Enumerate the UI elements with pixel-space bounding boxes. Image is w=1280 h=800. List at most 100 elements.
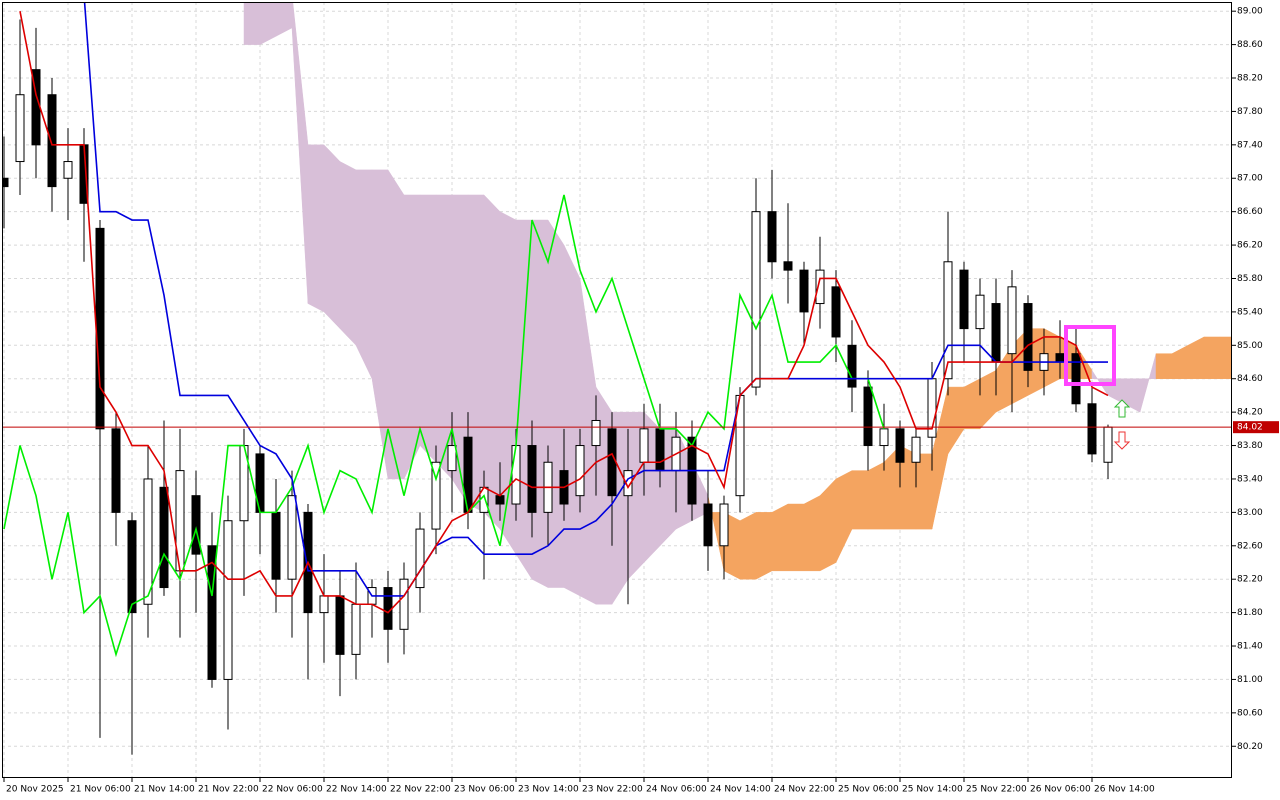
candle-body	[799, 269, 809, 313]
candle-body	[63, 161, 73, 179]
y-tick-label: 81.40	[1237, 642, 1263, 652]
candle-body	[879, 428, 889, 447]
candle-body	[431, 461, 441, 530]
candle-body	[655, 428, 665, 472]
candle-body	[815, 269, 825, 305]
candle-body	[767, 211, 777, 263]
candle-body	[95, 227, 105, 430]
y-tick-label: 85.40	[1237, 307, 1263, 317]
y-tick-label: 83.00	[1237, 508, 1263, 518]
cloud-segment	[1219, 336, 1232, 379]
x-tick-label: 21 Nov 06:00	[70, 785, 131, 795]
cloud-segment	[323, 144, 341, 330]
candle-body	[15, 94, 25, 163]
cloud-segment	[739, 511, 757, 580]
cloud-segment	[275, 2, 293, 37]
axes: 80.20 80.60 81.00 81.40 81.80 82.20 82.60 83.00…	[3, 7, 1279, 795]
candle-body	[495, 495, 505, 505]
y-tick-label: 84.20	[1237, 408, 1263, 418]
candle-body	[287, 495, 297, 580]
candle-body	[271, 511, 281, 580]
y-tick-label: 85.80	[1237, 274, 1263, 284]
x-tick-label: 24 Nov 22:00	[774, 785, 835, 795]
candle-body	[47, 94, 57, 188]
cloud-segment	[915, 453, 933, 530]
candle-body	[719, 503, 729, 547]
y-tick-label: 88.60	[1237, 40, 1263, 50]
x-tick-label: 22 Nov 14:00	[326, 785, 387, 795]
candle-body	[527, 445, 537, 513]
cloud-segment	[387, 169, 405, 480]
kijun-line	[83, 2, 1108, 597]
candle-body	[1023, 303, 1033, 371]
candle-body	[415, 528, 425, 589]
x-tick-label: 26 Nov 14:00	[1094, 785, 1155, 795]
cloud-segment	[243, 2, 261, 45]
candle-body	[783, 261, 793, 271]
tenkan-line	[19, 11, 1109, 614]
x-tick-label: 22 Nov 22:00	[390, 785, 451, 795]
candle-body	[111, 428, 121, 513]
candle-body	[607, 428, 617, 497]
candle-body	[1103, 426, 1113, 463]
y-tick-label: 80.60	[1237, 708, 1263, 718]
candle-body	[319, 595, 329, 614]
y-tick-label: 86.60	[1237, 207, 1263, 217]
candle-body	[863, 386, 873, 447]
candle-body	[623, 470, 633, 497]
candle-body	[911, 436, 921, 463]
y-tick-label: 86.20	[1237, 241, 1263, 251]
candle-body	[511, 445, 521, 505]
cloud-segment	[563, 244, 581, 597]
cloud-segment	[963, 378, 981, 430]
cloud-segment	[803, 495, 821, 572]
candle-body	[399, 578, 409, 630]
candle-body	[991, 303, 1001, 363]
x-tick-label: 25 Nov 06:00	[838, 785, 899, 795]
cloud-segment	[339, 161, 357, 346]
candle-body	[1007, 286, 1017, 355]
candle-body	[143, 478, 153, 605]
y-tick-label: 83.80	[1237, 441, 1263, 451]
cloud-segment	[755, 512, 773, 580]
plot-area	[2, 2, 1232, 755]
candle-body	[191, 495, 201, 555]
candle-body	[959, 269, 969, 330]
cloud-segment	[787, 503, 805, 572]
candle-body	[831, 286, 841, 338]
candle-body	[591, 419, 601, 447]
y-tick-label: 80.20	[1237, 742, 1263, 752]
current-price-label: 84.02	[1237, 423, 1263, 433]
cloud-segment	[483, 194, 501, 530]
candle-body	[223, 520, 233, 680]
y-tick-label: 84.60	[1237, 374, 1263, 384]
candle-body	[575, 445, 585, 497]
x-tick-label: 22 Nov 06:00	[262, 785, 323, 795]
candle-body	[2, 177, 9, 188]
y-tick-label: 81.00	[1237, 675, 1263, 685]
candle-body	[639, 428, 649, 463]
candle-body	[751, 211, 761, 388]
plot-border	[2, 2, 1232, 778]
candle-body	[1087, 403, 1097, 455]
y-tick-label: 87.80	[1237, 107, 1263, 117]
y-tick-label: 82.20	[1237, 575, 1263, 585]
x-tick-label: 20 Nov 2025	[6, 785, 64, 795]
cloud-segment	[531, 219, 549, 588]
current-price-box	[1233, 421, 1279, 434]
x-tick-label: 26 Nov 06:00	[1030, 785, 1091, 795]
candle-body	[159, 486, 169, 589]
y-tick-label: 82.60	[1237, 541, 1263, 551]
y-tick-label: 83.40	[1237, 474, 1263, 484]
up-arrow	[1113, 399, 1131, 418]
y-tick-label: 89.00	[1237, 7, 1263, 17]
cloud-segment	[771, 503, 789, 572]
signal-box	[1064, 325, 1116, 386]
x-tick-label: 21 Nov 22:00	[198, 785, 259, 795]
x-tick-label: 23 Nov 06:00	[454, 785, 515, 795]
cloud-segment	[1203, 336, 1221, 379]
candle-body	[703, 503, 713, 547]
candle-body	[447, 445, 457, 472]
x-tick-label: 21 Nov 14:00	[134, 785, 195, 795]
